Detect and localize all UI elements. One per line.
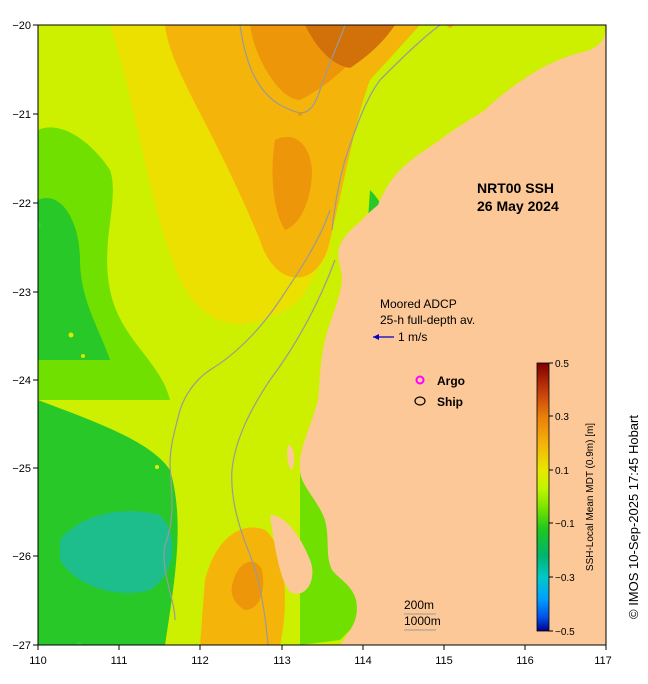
colorbar-tick: 0.1 <box>555 466 569 477</box>
plot-frame <box>37 24 607 646</box>
obs-marker <box>447 25 453 28</box>
bathy-contour-1000m <box>231 259 336 645</box>
x-tick-label: 116 <box>516 655 534 667</box>
obs-marker <box>298 112 302 116</box>
ship-marker-icon <box>414 396 426 406</box>
argo-marker-icon <box>415 375 425 385</box>
obs-marker <box>76 642 82 645</box>
x-tick-label: 115 <box>435 655 453 667</box>
adcp-label: Moored ADCP <box>380 297 457 311</box>
x-tick-label: 113 <box>273 655 291 667</box>
colorbar-ramp <box>536 362 550 632</box>
ssh-low-core <box>60 511 173 594</box>
contour-1000m-label: 1000m <box>404 614 441 628</box>
colorbar-tick: −0.5 <box>555 627 575 638</box>
y-tick-label: −27 <box>12 640 31 652</box>
y-axis: −20 −21 −22 −23 −24 −25 −26 −27 <box>12 20 38 652</box>
x-tick-label: 110 <box>29 655 47 667</box>
x-tick-label: 117 <box>594 655 612 667</box>
legend-ship: Ship <box>437 395 463 409</box>
ssh-orange-core <box>272 136 312 230</box>
y-tick-label: −21 <box>12 109 31 121</box>
y-tick-label: −24 <box>12 375 31 387</box>
x-axis: 110 111 112 113 114 115 116 117 <box>29 645 612 667</box>
vector-scale-arrow <box>373 334 394 340</box>
obs-marker <box>155 465 159 469</box>
ssh-field <box>38 25 606 645</box>
bathy-contour-shelf <box>331 25 441 231</box>
colorbar-tick: 0.3 <box>555 412 569 423</box>
credit-text: © IMOS 10-Sep-2025 17:45 Hobart <box>626 415 641 619</box>
y-tick-label: −23 <box>12 287 31 299</box>
y-tick-label: −25 <box>12 463 31 475</box>
x-tick-label: 111 <box>111 655 128 667</box>
contour-200m-label: 200m <box>404 598 434 612</box>
bathy-contour-north <box>239 25 346 114</box>
obs-marker <box>38 222 41 228</box>
land-peninsula <box>270 515 313 594</box>
x-tick-label: 114 <box>354 655 372 667</box>
y-tick-label: −26 <box>12 551 31 563</box>
x-tick-label: 112 <box>191 655 209 667</box>
ssh-green-west-core <box>38 198 110 360</box>
adcp-sublabel: 25-h full-depth av. <box>380 313 475 327</box>
obs-marker <box>81 354 85 358</box>
legend-argo: Argo <box>437 374 465 388</box>
colorbar-tick: −0.1 <box>555 519 575 530</box>
map-date: 26 May 2024 <box>477 198 559 214</box>
colorbar-tick: 0.5 <box>555 359 569 370</box>
map-title: NRT00 SSH <box>477 180 554 196</box>
y-tick-label: −20 <box>12 20 31 32</box>
colorbar-label: SSH-Local Mean MDT (0.9m) [m] <box>585 423 596 571</box>
obs-marker <box>68 332 74 338</box>
y-tick-label: −22 <box>12 198 31 210</box>
ssh-peak-north <box>305 25 395 68</box>
vector-scale-label: 1 m/s <box>398 330 427 344</box>
land-mass <box>299 25 606 645</box>
land-island <box>287 445 295 470</box>
bathy-contour-200m <box>163 209 331 621</box>
ssh-orange-core-south <box>231 561 264 610</box>
colorbar-tick: −0.3 <box>555 573 575 584</box>
colorbar: 0.5 0.3 0.1 −0.1 −0.3 −0.5 SSH-Local Mea… <box>536 359 596 638</box>
